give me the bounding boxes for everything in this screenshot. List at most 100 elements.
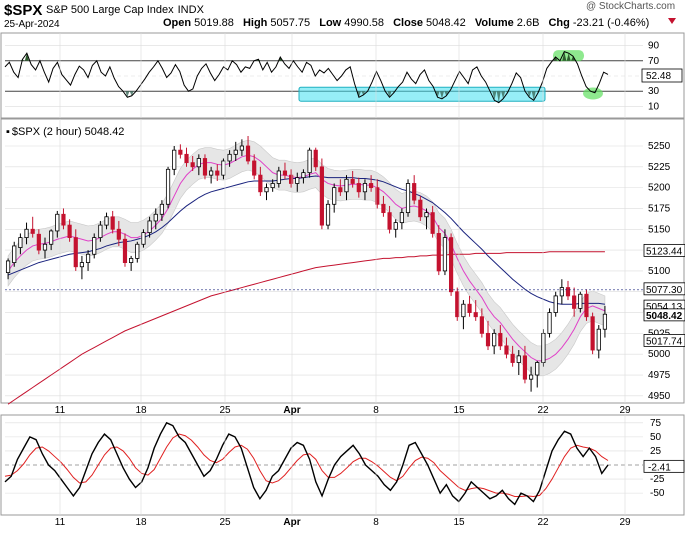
symbol-name: S&P 500 Large Cap Index INDX bbox=[46, 4, 205, 16]
candle-body bbox=[159, 203, 164, 215]
candle-body bbox=[153, 213, 158, 222]
ma-long-line bbox=[7, 251, 605, 405]
candle-body bbox=[49, 230, 54, 245]
candle-body bbox=[301, 172, 306, 179]
rsi-tick-label: 10 bbox=[648, 101, 660, 112]
candle-body bbox=[73, 237, 78, 268]
candle-body bbox=[516, 355, 521, 363]
ma-short-line bbox=[7, 154, 606, 362]
candle-body bbox=[479, 316, 484, 334]
x-tick-label: 25 bbox=[219, 517, 231, 528]
x-tick-label: 8 bbox=[373, 405, 379, 416]
x-tick-label: 11 bbox=[55, 405, 66, 416]
candle-body bbox=[375, 187, 380, 205]
candle-body bbox=[61, 213, 66, 226]
candle-body bbox=[498, 332, 503, 347]
price-box-label: 5048.42 bbox=[646, 311, 683, 322]
candle-body bbox=[209, 170, 214, 176]
candle-body bbox=[282, 170, 288, 176]
candle-body bbox=[405, 183, 411, 214]
x-tick-label: 8 bbox=[373, 517, 379, 528]
candle-body bbox=[79, 262, 85, 268]
candle-body bbox=[245, 145, 251, 162]
osc-value-box bbox=[643, 459, 685, 473]
candle-body bbox=[18, 237, 23, 248]
osc-tick-label: 50 bbox=[650, 432, 662, 443]
candle-body bbox=[350, 178, 355, 184]
candle-body bbox=[461, 303, 466, 318]
candle-body bbox=[522, 355, 528, 380]
candle-body bbox=[547, 312, 552, 334]
rsi-tick-label: 90 bbox=[648, 41, 660, 52]
candle-body bbox=[504, 345, 509, 355]
candle-body bbox=[104, 216, 109, 226]
price-panel: 5250522552005175515051255100507550505025… bbox=[5, 136, 685, 405]
candle-body bbox=[184, 153, 189, 164]
candle-body bbox=[30, 228, 35, 234]
candle-body bbox=[430, 212, 435, 234]
price-tick-label: 5000 bbox=[648, 349, 671, 360]
candle-body bbox=[455, 291, 460, 318]
price-box bbox=[643, 243, 685, 257]
chart-date: 25-Apr-2024 bbox=[4, 19, 60, 30]
price-tick-label: 5175 bbox=[648, 203, 671, 214]
candle-body bbox=[399, 212, 404, 224]
candle-body bbox=[141, 232, 146, 245]
rsi-tick-label: 30 bbox=[648, 86, 660, 97]
candle-body bbox=[424, 212, 429, 218]
candle-body bbox=[344, 178, 349, 193]
price-box bbox=[643, 282, 685, 296]
price-tick-label: 5150 bbox=[648, 224, 671, 235]
candle-body bbox=[485, 332, 491, 347]
candle-body bbox=[233, 149, 238, 155]
candle-body bbox=[492, 332, 497, 347]
candle-body bbox=[565, 287, 571, 297]
candle-body bbox=[178, 149, 183, 155]
rsi-line bbox=[4, 51, 609, 104]
ma-mid-line bbox=[7, 175, 605, 305]
osc-tick-label: 25 bbox=[650, 446, 662, 457]
candle-body bbox=[436, 233, 441, 272]
candle-body bbox=[295, 177, 300, 184]
price-box-label: 5123.44 bbox=[646, 246, 683, 257]
x-tick-label: 29 bbox=[619, 517, 631, 528]
rsi-value-box bbox=[641, 68, 683, 83]
candle-body bbox=[122, 238, 128, 263]
oscillator-panel: 7550250-25-50-2.41 bbox=[4, 418, 685, 506]
candle-body bbox=[190, 162, 195, 168]
candle-body bbox=[67, 224, 72, 239]
candle-body bbox=[602, 313, 608, 330]
price-box-label: 5054.13 bbox=[646, 302, 683, 313]
osc-tick-label: -25 bbox=[650, 474, 665, 485]
candle-body bbox=[467, 303, 472, 313]
osc-tick-label: 75 bbox=[650, 418, 662, 429]
candle-body bbox=[258, 174, 263, 193]
price-tick-label: 4950 bbox=[648, 391, 671, 402]
candle-body bbox=[553, 295, 558, 313]
candle-body bbox=[319, 166, 324, 226]
x-tick-label: Apr bbox=[283, 405, 300, 416]
down-arrow-icon bbox=[668, 18, 676, 24]
candle-body bbox=[590, 316, 595, 351]
ohlc-line: Open 5019.88 High 5057.75 Low 4990.58 Close… bbox=[163, 17, 649, 29]
candle-body bbox=[528, 374, 534, 380]
candle-body bbox=[147, 220, 152, 234]
candle-body bbox=[559, 287, 564, 297]
candle-body bbox=[196, 158, 201, 168]
rsi-oversold-highlight bbox=[298, 86, 546, 102]
candle-body bbox=[270, 183, 275, 189]
x-tick-label: 25 bbox=[219, 405, 231, 416]
candle-body bbox=[55, 213, 60, 232]
price-box bbox=[643, 308, 685, 322]
rsi-overbought-fill bbox=[20, 51, 576, 61]
candle-body bbox=[449, 237, 454, 293]
candle-body bbox=[442, 237, 448, 272]
x-tick-label: 11 bbox=[55, 517, 66, 528]
candle-body bbox=[362, 183, 368, 193]
candle-body bbox=[202, 158, 208, 176]
x-tick-label: 22 bbox=[537, 517, 549, 528]
candle-body bbox=[252, 160, 257, 176]
price-box bbox=[643, 334, 685, 347]
rsi-tick-label: 70 bbox=[648, 56, 660, 67]
